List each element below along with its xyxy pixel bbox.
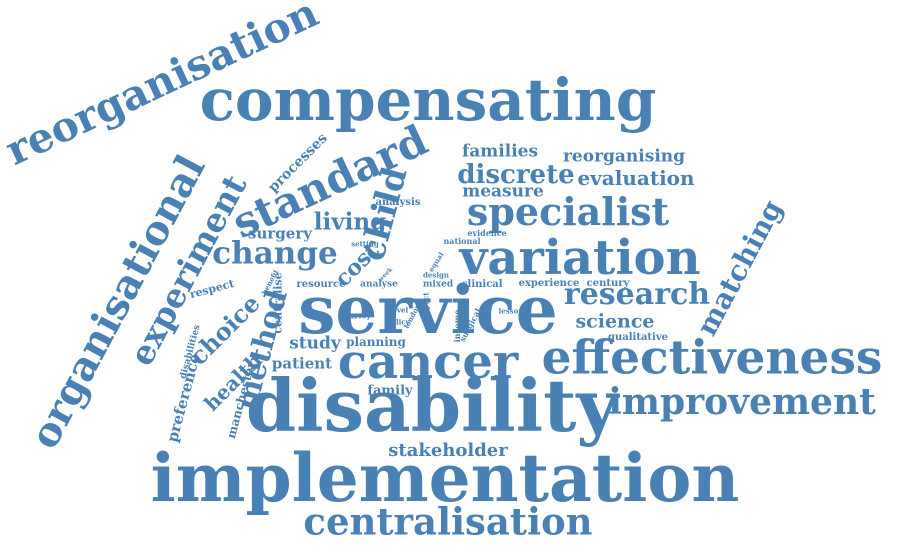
word-policy: policy — [386, 317, 410, 327]
word-clinical: clinical — [461, 279, 503, 290]
word-setting: setting — [351, 239, 379, 249]
word-implementation: implementation — [150, 439, 740, 517]
word-resource: resource — [296, 279, 346, 290]
word-national: national — [443, 236, 481, 246]
word-service: service — [298, 271, 558, 349]
word-century: century — [586, 278, 630, 289]
word-level: level — [389, 305, 409, 315]
word-change: change — [212, 235, 338, 272]
word-compensating: compensating — [199, 66, 657, 134]
word-families: families — [461, 141, 539, 162]
word-evidence: evidence — [467, 228, 507, 238]
word-lesson: lesson — [498, 306, 524, 316]
word-patient: patient — [271, 354, 333, 373]
word-planning: planning — [346, 335, 406, 349]
word-measure: measure — [462, 181, 544, 202]
word-surgery: surgery — [248, 224, 312, 243]
word-matching: matching — [690, 194, 790, 342]
word-variation: variation — [459, 230, 701, 286]
word-science: science — [575, 310, 655, 333]
word-living: living — [313, 208, 387, 236]
word-family: family — [367, 383, 413, 399]
word-stakeholder: stakeholder — [388, 440, 508, 461]
word-improvement: improvement — [608, 381, 876, 423]
word-discrete: discrete — [457, 160, 575, 190]
word-mixed: mixed — [422, 279, 454, 290]
word-experience: experience — [518, 278, 580, 289]
word-centralisation: centralisation — [303, 499, 593, 544]
word-effectiveness: effectiveness — [541, 330, 883, 386]
word-analysis: analysis — [375, 197, 421, 208]
word-cancer: cancer — [337, 334, 519, 390]
word-impact: impact — [421, 292, 431, 320]
word-qualitative: qualitative — [607, 332, 669, 343]
word-specialist: specialist — [466, 189, 670, 234]
word-design: design — [423, 270, 449, 280]
word-reorganising: reorganising — [562, 146, 686, 167]
word-evaluation: evaluation — [577, 166, 695, 190]
word-survey: survey — [345, 311, 371, 321]
word-disability: disability — [245, 363, 619, 448]
word-analyse: analyse — [360, 279, 398, 290]
word-research: research — [563, 277, 711, 312]
word-study: study — [289, 333, 341, 354]
